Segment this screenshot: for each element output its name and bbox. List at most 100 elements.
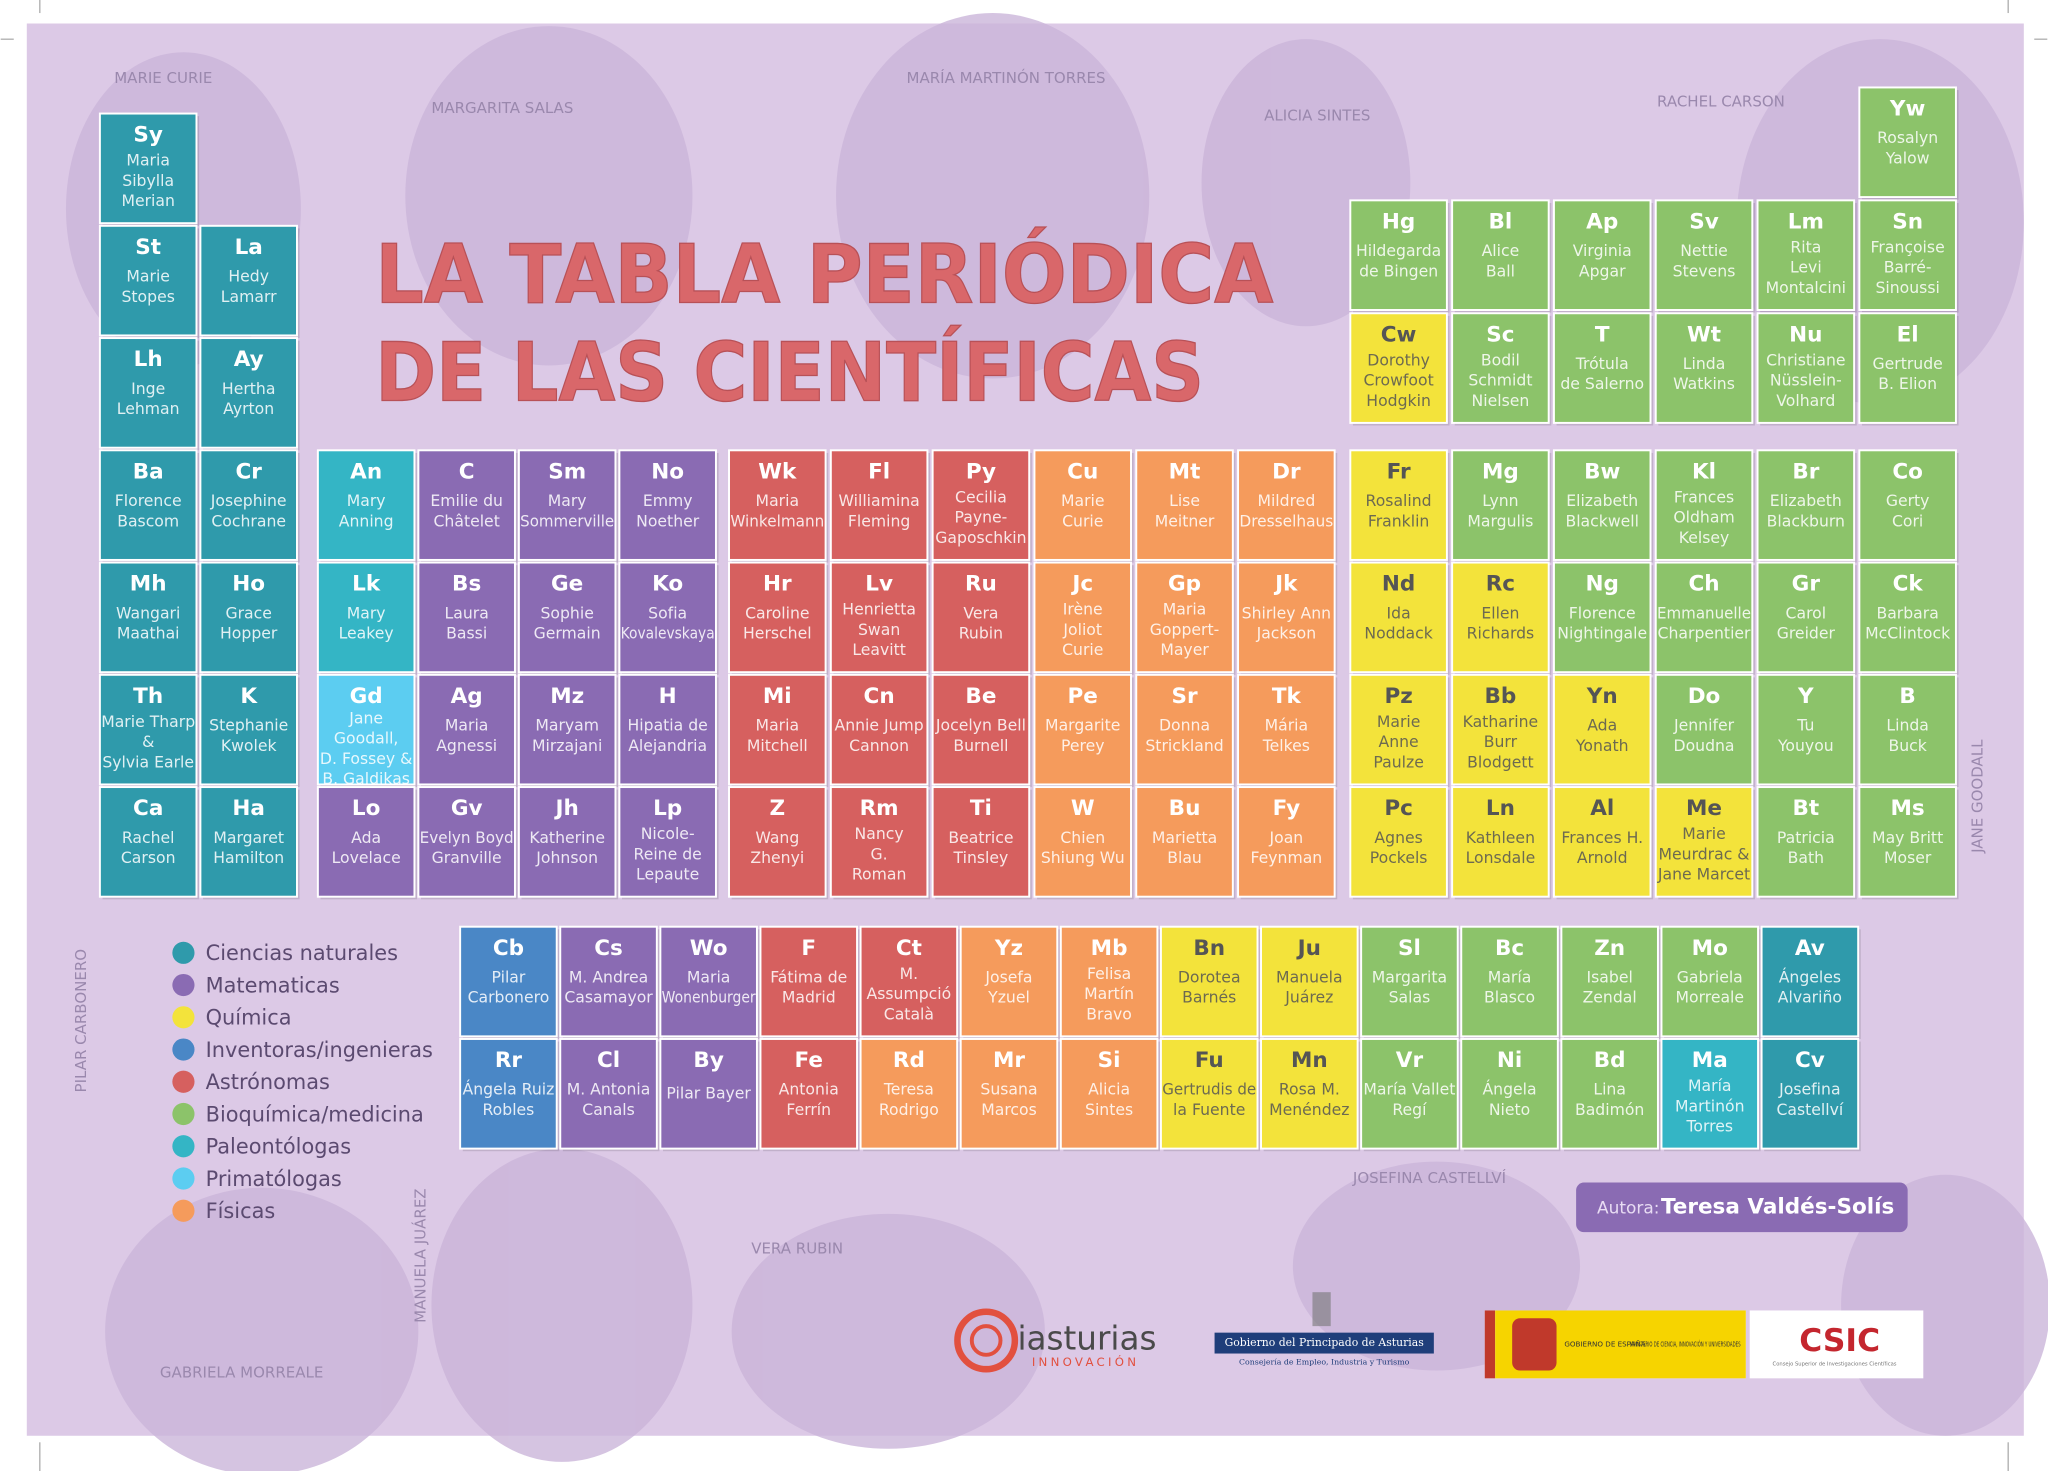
cell	[618, 449, 717, 561]
element-cell: Jk Shirley Ann Jackson	[1237, 561, 1338, 675]
cell	[859, 925, 959, 1038]
element-symbol: Mg	[1482, 459, 1519, 484]
element-name: Marie	[126, 267, 170, 286]
cell	[1360, 925, 1459, 1038]
element-symbol: Av	[1795, 936, 1825, 961]
cell	[1858, 312, 1957, 424]
cell	[316, 449, 416, 561]
element-symbol: Hg	[1382, 210, 1415, 235]
element-name: Mária	[1265, 716, 1308, 735]
element-name: M. Antonia	[567, 1080, 651, 1099]
element-name: Franklin	[1368, 511, 1430, 530]
element-name: Herschel	[743, 624, 812, 643]
element-cell: Sn Françoise Barré-Sinoussi	[1858, 199, 1959, 313]
element-name: Goodall,	[334, 729, 399, 748]
element-name: Ángela Ruiz	[463, 1080, 555, 1099]
element-name: Mirzajani	[532, 736, 602, 755]
cell	[1858, 449, 1957, 561]
element-name: Anne	[1379, 732, 1419, 751]
element-symbol: Ko	[652, 572, 683, 597]
cell	[1135, 561, 1234, 674]
element-symbol: Ct	[896, 936, 922, 961]
element-cell: Cb Pilar Carbonero	[459, 925, 560, 1039]
element-symbol: An	[350, 459, 382, 484]
cell	[1451, 312, 1550, 424]
logo-background	[1749, 1310, 1924, 1379]
element-name: Menéndez	[1269, 1100, 1349, 1119]
element-name: Dorotea	[1178, 967, 1241, 986]
cell	[1237, 673, 1336, 786]
cell	[829, 673, 929, 786]
element-cell: Ko Sofia Kovalevskaya	[618, 561, 719, 675]
element-name: Rosalind	[1366, 491, 1432, 510]
element-name: Perey	[1061, 736, 1105, 755]
cell	[517, 786, 617, 898]
element-name: Yonath	[1575, 736, 1629, 755]
element-name: Margarita	[1372, 967, 1447, 986]
cell	[1135, 786, 1234, 898]
element-name: Fleming	[848, 511, 910, 530]
logo-name: CSIC	[1799, 1323, 1880, 1359]
element-symbol: Pz	[1384, 684, 1412, 709]
element-symbol: Jk	[1273, 572, 1298, 597]
element-name: Lina	[1593, 1080, 1626, 1099]
legend-swatch	[172, 973, 195, 997]
element-symbol: Cw	[1381, 322, 1417, 347]
element-name: Hedy	[228, 267, 269, 286]
element-symbol: Ho	[232, 572, 265, 597]
element-name: Pilar	[492, 967, 526, 986]
element-name: Vera	[963, 603, 998, 622]
element-symbol: Yn	[1586, 684, 1618, 709]
element-name: Martín	[1084, 984, 1134, 1003]
cell	[1349, 673, 1448, 786]
element-symbol: Gd	[350, 684, 383, 709]
element-symbol: Y	[1797, 684, 1814, 709]
element-name: Volhard	[1776, 391, 1835, 410]
cell	[1033, 673, 1133, 786]
cell	[1654, 199, 1754, 311]
element-name: Feynman	[1250, 848, 1322, 867]
legend-swatch	[172, 1135, 195, 1158]
element-name: Mary	[347, 603, 386, 622]
element-symbol: Rm	[860, 796, 899, 821]
cell	[1033, 449, 1133, 561]
element-name: Irène	[1063, 600, 1103, 619]
element-name: Hamilton	[213, 848, 284, 867]
logo-name: GOBIERNO DE ESPAÑA	[1564, 1339, 1645, 1348]
element-name: Alejandria	[628, 736, 707, 755]
element-name: Canals	[582, 1100, 635, 1119]
element-name: Arnold	[1577, 848, 1628, 867]
element-symbol: Mo	[1692, 936, 1728, 961]
cell	[316, 786, 416, 898]
cell	[1552, 199, 1652, 311]
element-symbol: Cv	[1795, 1048, 1825, 1073]
element-name: Stephanie	[209, 716, 288, 735]
cell	[829, 449, 929, 561]
element-cell: Ge Sophie Germain	[517, 561, 619, 675]
cell	[1756, 561, 1856, 674]
element-symbol: Mn	[1291, 1048, 1328, 1073]
element-name: Rosalyn	[1877, 128, 1938, 147]
element-cell: Al Frances H.Arnold	[1552, 786, 1654, 900]
element-name: Cecilia	[955, 487, 1007, 506]
element-cell: Bc María Blasco	[1460, 925, 1561, 1039]
cell	[659, 925, 758, 1038]
element-name: Casamayor	[564, 988, 653, 1007]
element-symbol: Mh	[130, 572, 167, 597]
legend-label: Astrónomas	[206, 1070, 330, 1094]
element-cell: Mh Wangari Maathai	[98, 561, 200, 675]
